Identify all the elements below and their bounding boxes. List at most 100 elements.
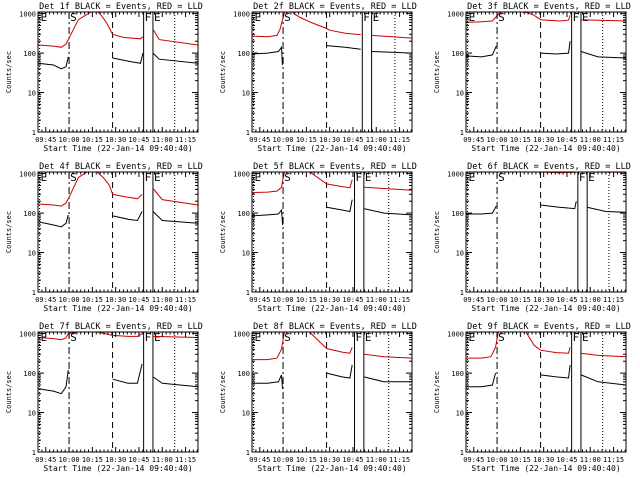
x-tick-label: 10:45 xyxy=(128,136,149,144)
panel-title: Det 6f BLACK = Events, RED = LLD xyxy=(467,162,631,172)
y-tick-label: 10 xyxy=(456,250,464,258)
interval-marker-label: E xyxy=(365,171,372,184)
y-tick-label: 1 xyxy=(460,289,464,297)
plot-frame xyxy=(37,171,199,293)
x-tick-label: 11:00 xyxy=(152,456,173,464)
interval-marker-label: S xyxy=(70,171,77,184)
y-axis-label: Counts/sec xyxy=(5,51,13,93)
interval-marker-label: F xyxy=(356,171,363,184)
x-axis-label: Start Time (22-Jan-14 09:40:40) xyxy=(257,144,406,153)
interval-marker-label: S xyxy=(284,171,291,184)
events-series-line xyxy=(252,199,412,226)
panel-title: Det 5f BLACK = Events, RED = LLD xyxy=(253,162,417,172)
x-tick-label: 10:45 xyxy=(556,296,577,304)
y-tick-label: 10 xyxy=(456,90,464,98)
interval-marker-label: S xyxy=(70,11,77,24)
x-tick-label: 10:15 xyxy=(82,296,103,304)
lld-series-line xyxy=(252,332,412,361)
y-tick-label: 10 xyxy=(242,90,250,98)
interval-marker-label: E xyxy=(154,331,161,344)
interval-marker-label: S xyxy=(284,331,291,344)
x-axis-label: Start Time (22-Jan-14 09:40:40) xyxy=(257,304,406,313)
x-tick-label: 11:00 xyxy=(366,296,387,304)
events-series-line xyxy=(252,45,412,66)
x-tick-label: 11:15 xyxy=(175,296,196,304)
interval-marker-label: F xyxy=(579,171,586,184)
x-tick-label: 11:15 xyxy=(389,456,410,464)
x-tick-label: 11:00 xyxy=(580,456,601,464)
y-tick-label: 1 xyxy=(246,289,250,297)
interval-marker-label: S xyxy=(70,331,77,344)
y-tick-label: 100 xyxy=(451,50,464,58)
y-tick-label: 100 xyxy=(237,50,250,58)
x-tick-label: 10:15 xyxy=(510,296,531,304)
x-tick-label: 10:00 xyxy=(487,136,508,144)
x-axis-label: Start Time (22-Jan-14 09:40:40) xyxy=(471,464,620,473)
x-tick-label: 11:15 xyxy=(175,136,196,144)
x-tick-label: 11:15 xyxy=(603,136,624,144)
y-tick-label: 1000 xyxy=(19,11,36,19)
interval-marker-label: E xyxy=(41,171,48,184)
x-tick-label: 10:00 xyxy=(487,296,508,304)
x-tick-label: 10:45 xyxy=(342,456,363,464)
x-tick-label: 10:15 xyxy=(296,456,317,464)
interval-marker-label: F xyxy=(573,331,580,344)
events-series-line xyxy=(38,363,198,395)
interval-marker-label: E xyxy=(588,171,595,184)
x-axis-label: Start Time (22-Jan-14 09:40:40) xyxy=(43,144,192,153)
interval-marker-label: E xyxy=(255,331,262,344)
x-tick-label: 09:45 xyxy=(35,136,56,144)
x-tick-label: 10:15 xyxy=(82,136,103,144)
plot-frame xyxy=(37,331,199,453)
events-series-line xyxy=(466,364,626,388)
lld-series-line xyxy=(38,12,198,48)
y-tick-label: 10 xyxy=(28,410,36,418)
events-series-line xyxy=(38,52,198,70)
interval-marker-label: F xyxy=(356,331,363,344)
plot-frame xyxy=(251,11,413,133)
x-tick-label: 10:45 xyxy=(128,296,149,304)
panel-title: Det 3f BLACK = Events, RED = LLD xyxy=(467,2,631,12)
panel-title: Det 8f BLACK = Events, RED = LLD xyxy=(253,322,417,332)
panel-title: Det 7f BLACK = Events, RED = LLD xyxy=(39,322,203,332)
y-tick-label: 1000 xyxy=(19,171,36,179)
x-tick-label: 10:15 xyxy=(296,296,317,304)
interval-marker-label: E xyxy=(255,171,262,184)
y-tick-label: 10 xyxy=(28,250,36,258)
panel-title: Det 2f BLACK = Events, RED = LLD xyxy=(253,2,417,12)
lld-series-line xyxy=(252,172,412,194)
x-tick-label: 09:45 xyxy=(35,296,56,304)
y-tick-label: 1000 xyxy=(447,171,464,179)
y-tick-label: 1000 xyxy=(19,331,36,339)
x-tick-label: 11:00 xyxy=(152,296,173,304)
x-tick-label: 10:15 xyxy=(82,456,103,464)
x-tick-label: 10:45 xyxy=(342,136,363,144)
y-tick-label: 100 xyxy=(23,210,36,218)
x-tick-label: 10:00 xyxy=(59,456,80,464)
y-axis-label: Counts/sec xyxy=(5,211,13,253)
y-tick-label: 100 xyxy=(451,210,464,218)
x-tick-label: 09:45 xyxy=(463,136,484,144)
interval-marker-label: S xyxy=(498,331,505,344)
y-axis-label: Counts/sec xyxy=(219,371,227,413)
plot-frame xyxy=(251,331,413,453)
panel-title: Det 1f BLACK = Events, RED = LLD xyxy=(39,2,203,12)
interval-marker-label: E xyxy=(582,11,589,24)
interval-marker-label: F xyxy=(573,11,580,24)
interval-marker-label: F xyxy=(145,171,152,184)
interval-marker-label: E xyxy=(469,171,476,184)
y-tick-label: 100 xyxy=(23,50,36,58)
y-tick-label: 1 xyxy=(460,449,464,457)
events-series-line xyxy=(466,41,626,59)
y-axis-label: Counts/sec xyxy=(5,371,13,413)
x-tick-label: 11:15 xyxy=(175,456,196,464)
y-tick-label: 100 xyxy=(23,370,36,378)
x-tick-label: 10:15 xyxy=(296,136,317,144)
x-tick-label: 10:30 xyxy=(319,296,340,304)
plot-frame xyxy=(251,171,413,293)
y-tick-label: 10 xyxy=(28,90,36,98)
